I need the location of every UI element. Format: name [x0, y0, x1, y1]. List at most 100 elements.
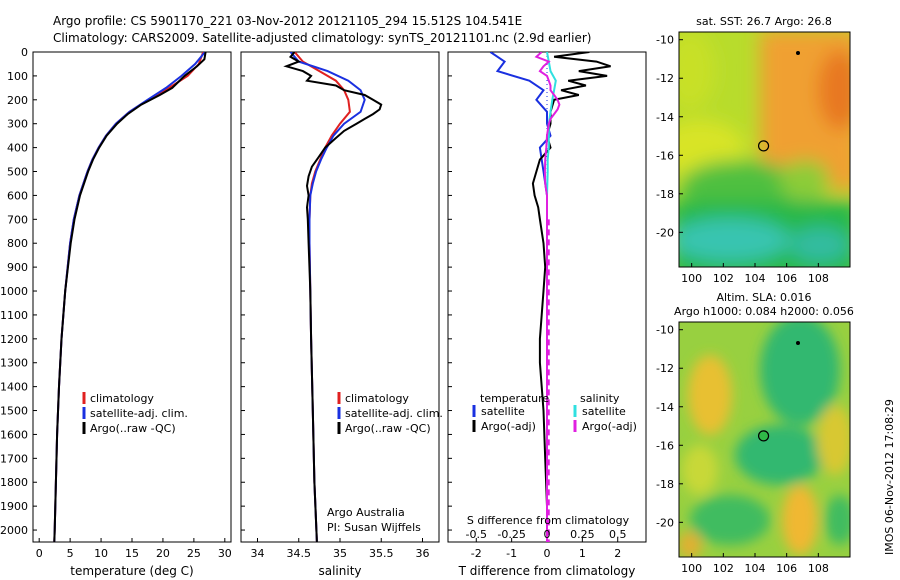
depth-tick-label: 1100 — [0, 309, 28, 322]
map-x-tick-label: 108 — [808, 272, 829, 285]
depth-tick-label: 0 — [21, 46, 28, 59]
x-tick-label: 20 — [156, 547, 170, 560]
legend-label-s-satellite: satellite — [582, 405, 626, 418]
depth-tick-label: 1900 — [0, 500, 28, 513]
depth-tick-label: 1800 — [0, 476, 28, 489]
argo-credit-2: PI: Susan Wijffels — [327, 521, 421, 534]
legend-label-t-satellite: satellite — [481, 405, 525, 418]
x-tick-label: 35.5 — [369, 547, 394, 560]
salinity-axis-label: salinity — [318, 564, 361, 578]
depth-tick-label: 900 — [7, 261, 28, 274]
x-tick-label: -2 — [471, 547, 482, 560]
depth-tick-label: 2000 — [0, 524, 28, 537]
salinity-panel-frame — [240, 51, 440, 543]
t-difference-axis-label: T difference from climatology — [458, 564, 636, 578]
difference-plot: -2 -1 0 1 2 -0.5 -0.25 0 0.25 0.5 — [466, 52, 627, 560]
map-y-tick-label: -16 — [656, 439, 674, 452]
map-x-tick-label: 100 — [681, 272, 702, 285]
x-tick-label-top: -0.25 — [497, 528, 525, 541]
series-line-argo-raw-qc — [53, 52, 207, 542]
depth-tick-label: 600 — [7, 189, 28, 202]
legend-label-argo: Argo(..raw -QC) — [345, 422, 431, 435]
imos-timestamp: IMOS 06-Nov-2012 17:08:29 — [883, 399, 896, 555]
argo-position-marker — [757, 430, 770, 442]
depth-tick-label: 400 — [7, 142, 28, 155]
difference-legend: temperature salinity satellite Argo(-adj… — [472, 392, 637, 433]
map-x-tick-label: 102 — [713, 562, 734, 575]
legend-head-salinity: salinity — [580, 392, 620, 405]
x-tick-label: 10 — [94, 547, 108, 560]
sst-map-axes: 100 102 104 106 108 -10 -12 -14 -16 -18 -20 — [656, 34, 829, 285]
depth-tick-label: 100 — [7, 70, 28, 83]
series-line-argo-raw-qc — [283, 52, 383, 542]
s-difference-axis-label: S difference from climatology — [467, 514, 630, 527]
temperature-plot: 0 5 10 15 20 25 30 — [36, 52, 232, 560]
figure-title-line2: Climatology: CARS2009. Satellite-adjuste… — [53, 31, 591, 45]
temperature-axis-label: temperature (deg C) — [70, 564, 193, 578]
map-x-tick-label: 100 — [681, 562, 702, 575]
map-y-tick-label: -20 — [656, 516, 674, 529]
x-tick-label: 25 — [187, 547, 201, 560]
legend-label-argo: Argo(..raw -QC) — [90, 422, 176, 435]
map-y-tick-label: -12 — [656, 362, 674, 375]
x-tick-label: -1 — [506, 547, 517, 560]
x-tick-label: 0 — [36, 547, 43, 560]
x-tick-label: 0 — [544, 547, 551, 560]
map-y-tick-label: -12 — [656, 72, 674, 85]
sla-map-title-2: Argo h1000: 0.084 h2000: 0.056 — [674, 305, 854, 318]
depth-tick-label: 1500 — [0, 405, 28, 418]
x-tick-label: 2 — [614, 547, 621, 560]
sst-map-image — [679, 32, 850, 267]
legend-label-satellite: satellite-adj. clim. — [90, 407, 188, 420]
depth-tick-label: 800 — [7, 237, 28, 250]
depth-tick-label: 1000 — [0, 285, 28, 298]
salinity-legend: climatology satellite-adj. clim. Argo(..… — [337, 392, 443, 435]
x-tick-label: 15 — [125, 547, 139, 560]
x-tick-label: 35 — [333, 547, 347, 560]
sla-map-axes: 100 102 104 106 108 -10 -12 -14 -16 -18 -20 — [656, 324, 829, 575]
legend-label-climatology: climatology — [345, 392, 409, 405]
map-y-tick-label: -20 — [656, 226, 674, 239]
depth-tick-label: 1600 — [0, 428, 28, 441]
map-y-tick-label: -14 — [656, 401, 674, 414]
x-tick-label: 5 — [67, 547, 74, 560]
sst-map-title: sat. SST: 26.7 Argo: 26.8 — [696, 15, 832, 28]
map-x-tick-label: 104 — [745, 562, 766, 575]
temperature-legend: climatology satellite-adj. clim. Argo(..… — [82, 392, 188, 435]
map-y-tick-label: -10 — [656, 34, 674, 47]
legend-label-climatology: climatology — [90, 392, 154, 405]
sst-map-frame — [678, 31, 851, 268]
map-y-tick-label: -10 — [656, 324, 674, 337]
x-tick-label: 30 — [218, 547, 232, 560]
map-x-tick-label: 102 — [713, 272, 734, 285]
depth-tick-label: 500 — [7, 166, 28, 179]
depth-tick-label: 200 — [7, 94, 28, 107]
x-tick-label-top: 0.5 — [609, 528, 627, 541]
series-line-temperature-argo-adj — [531, 52, 611, 542]
x-tick-label: 34.5 — [287, 547, 312, 560]
argo-position-marker — [757, 140, 770, 152]
argo-credit-1: Argo Australia — [327, 506, 405, 519]
x-tick-label-top: -0.5 — [466, 528, 487, 541]
map-x-tick-label: 106 — [776, 562, 797, 575]
map-x-tick-label: 106 — [776, 272, 797, 285]
x-tick-label-top: 0.25 — [570, 528, 595, 541]
map-y-tick-label: -16 — [656, 149, 674, 162]
sla-map-frame — [678, 321, 851, 558]
float-track-marker — [796, 51, 800, 55]
figure-title-line1: Argo profile: CS 5901170_221 03-Nov-2012… — [53, 14, 522, 28]
legend-head-temperature: temperature — [480, 392, 549, 405]
x-tick-label: 36 — [416, 547, 430, 560]
legend-label-t-argo: Argo(-adj) — [481, 420, 536, 433]
depth-axis-ticks: 0 100 200 300 400 500 600 700 800 900 1000 1100 1200… — [0, 46, 452, 537]
series-line-salinity-argo-adj — [534, 52, 561, 542]
depth-tick-label: 300 — [7, 118, 28, 131]
depth-tick-label: 700 — [7, 213, 28, 226]
legend-label-satellite: satellite-adj. clim. — [345, 407, 443, 420]
x-tick-label: 1 — [579, 547, 586, 560]
salinity-plot: 34 34.5 35 35.5 36 — [251, 52, 430, 560]
float-track-marker — [796, 341, 800, 345]
map-x-tick-label: 104 — [745, 272, 766, 285]
x-tick-label-top: 0 — [544, 528, 551, 541]
